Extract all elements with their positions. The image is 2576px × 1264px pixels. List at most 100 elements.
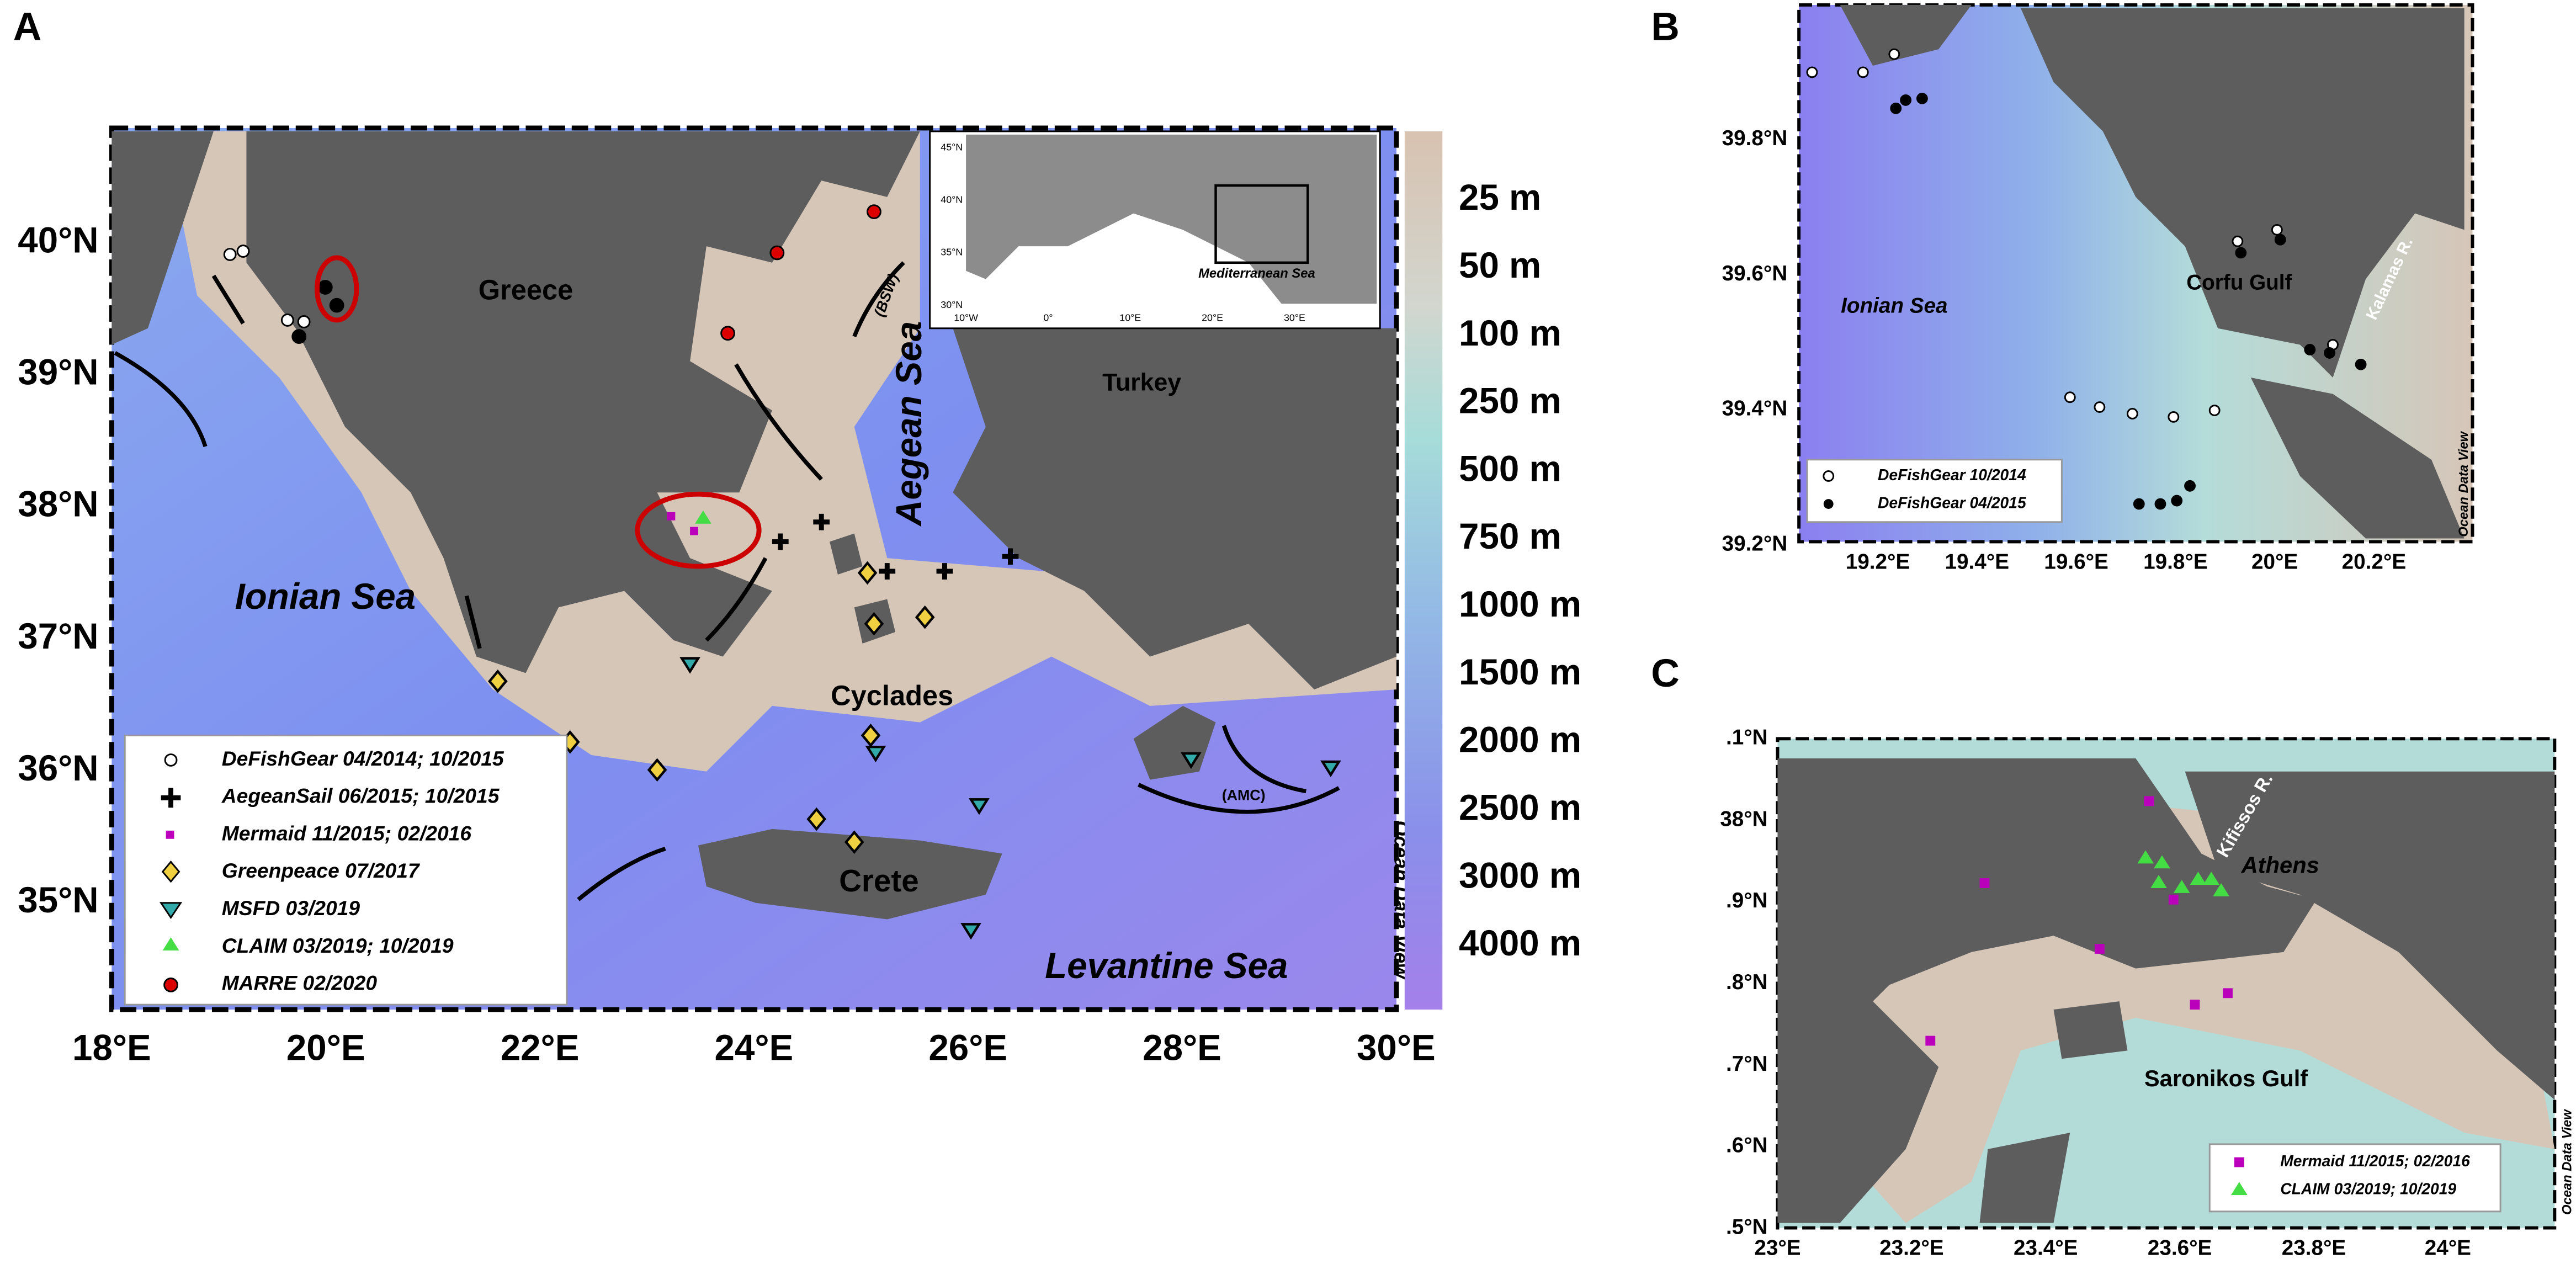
land (2020, 8, 2465, 378)
marker (1857, 66, 1869, 78)
currents (114, 261, 1340, 901)
x-tick-label: 20°E (2251, 550, 2298, 573)
marker (2324, 347, 2335, 359)
place-label: Athens (2241, 852, 2319, 878)
panel-b: B Ionian Sea Corfu Gulf Kalamas R. Ocean… (1651, 3, 2474, 573)
marker (2208, 405, 2221, 416)
legend-symbol (1823, 470, 1835, 482)
colorbar-label: 100 m (1459, 313, 1561, 353)
marker (1916, 93, 1928, 104)
marker (1900, 94, 1912, 106)
y-tick-label: .8°N (1726, 970, 1768, 994)
legend-symbol (2234, 1157, 2244, 1167)
inset-box (1214, 184, 1309, 264)
land (698, 828, 1002, 920)
inset-x-tick: 30°E (1284, 312, 1305, 323)
x-tick-label: 28°E (1143, 1028, 1221, 1068)
colorbar-label: 500 m (1459, 448, 1561, 488)
legend-symbol (163, 978, 178, 992)
colorbar-label: 750 m (1459, 516, 1561, 556)
marker (2094, 944, 2105, 954)
land (111, 131, 214, 345)
place-label: (AMC) (1222, 787, 1266, 803)
watermark: Ocean Data View (2559, 1109, 2574, 1215)
marker (2171, 495, 2183, 507)
x-tick-label: 20°E (286, 1028, 365, 1068)
marker (280, 314, 294, 327)
x-tick-label: 19.4°E (1945, 550, 2010, 573)
x-tick-label: 26°E (928, 1028, 1007, 1068)
marker (720, 326, 735, 341)
legend-symbol (166, 830, 174, 839)
marker (223, 248, 237, 261)
y-tick-label: .9°N (1726, 889, 1768, 912)
current (577, 847, 666, 901)
colorbar-label: 2500 m (1459, 788, 1581, 828)
place-label: Greece (479, 274, 573, 306)
legend-symbol (1823, 499, 1834, 509)
legend-label: DeFishGear 04/2014; 10/2015 (222, 747, 504, 770)
x-tick-label: 23.2°E (1879, 1236, 1944, 1260)
x-tick-label: 22°E (501, 1028, 580, 1068)
inset-x-tick: 10°E (1119, 312, 1141, 323)
y-tick-label: 39.2°N (1722, 532, 1788, 555)
marker (690, 527, 698, 535)
panel-label: A (13, 4, 42, 49)
x-tick-label: 20.2°E (2342, 550, 2407, 573)
marker (2190, 1000, 2200, 1010)
legend-symbol (161, 861, 180, 883)
x-tick-label: 23°E (1754, 1236, 1800, 1260)
place-label: Crete (839, 863, 919, 898)
marker (488, 561, 935, 854)
current (464, 595, 482, 649)
x-tick-label: 23.8°E (2282, 1236, 2346, 1260)
inset-y-tick: 30°N (941, 299, 963, 310)
marker (679, 657, 1341, 940)
panel-label: C (1651, 651, 1680, 695)
place-label: Aegean Sea (889, 321, 929, 527)
y-tick-label: 39°N (18, 352, 98, 392)
land (2185, 771, 2555, 1100)
marker (297, 315, 311, 328)
place-label: Ionian Sea (1841, 294, 1947, 317)
legend-label: DeFishGear 04/2015 (1878, 494, 2027, 512)
land (1840, 4, 1972, 66)
marker (317, 280, 333, 295)
current (852, 261, 905, 338)
place-label: Ionian Sea (235, 576, 416, 617)
marker (2232, 235, 2244, 247)
marker (2271, 224, 2283, 236)
marker (772, 513, 1019, 580)
y-tick-label: 37°N (18, 616, 98, 656)
colorbar-label: 4000 m (1459, 923, 1581, 963)
colorbar-label: 50 m (1459, 245, 1541, 285)
land (1777, 1001, 2128, 1223)
legend-symbol (159, 902, 183, 920)
legend-label: MARRE 02/2020 (222, 971, 378, 995)
x-tick-label: 19.2°E (1846, 550, 1910, 573)
y-tick-label: 38°N (1720, 807, 1767, 831)
markers-a (223, 204, 1341, 940)
place-label: Saronikos Gulf (2144, 1065, 2308, 1091)
legend-symbol (162, 937, 179, 950)
legend-label: DeFishGear 10/2014 (1878, 466, 2026, 484)
marker (291, 329, 307, 344)
inset-label: Mediterranean Sea (1198, 266, 1315, 281)
marker (667, 512, 676, 521)
place-label: Levantine Sea (1045, 946, 1288, 986)
x-tick-label: 19.8°E (2143, 550, 2208, 573)
marker (2144, 796, 2154, 806)
y-tick-label: 40°N (18, 220, 98, 260)
legend-label: CLAIM 03/2019; 10/2019 (2280, 1180, 2456, 1198)
y-tick-label: .7°N (1726, 1052, 1768, 1076)
x-tick-label: 18°E (72, 1028, 151, 1068)
y-tick-label: 35°N (18, 880, 98, 920)
x-tick-label: 23.6°E (2148, 1236, 2212, 1260)
land (953, 328, 1396, 690)
colorbar-label: 25 m (1459, 177, 1541, 217)
legend-symbol (161, 788, 181, 808)
place-label: Corfu Gulf (2186, 271, 2292, 295)
marker (2133, 498, 2145, 510)
current (114, 351, 208, 448)
x-tick-label: 24°E (2425, 1236, 2471, 1260)
